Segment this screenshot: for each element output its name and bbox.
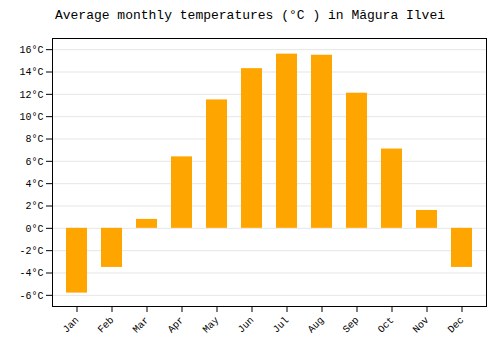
svg-text:Apr: Apr <box>166 315 187 336</box>
svg-text:10°C: 10°C <box>19 112 43 123</box>
svg-text:Aug: Aug <box>306 315 327 336</box>
svg-text:Jul: Jul <box>271 315 292 336</box>
svg-text:Dec: Dec <box>446 315 467 336</box>
svg-text:8°C: 8°C <box>25 134 43 145</box>
svg-text:May: May <box>201 315 222 336</box>
svg-text:Nov: Nov <box>411 315 432 336</box>
svg-text:Jun: Jun <box>236 315 257 336</box>
svg-text:12°C: 12°C <box>19 90 43 101</box>
svg-text:16°C: 16°C <box>19 45 43 56</box>
svg-text:Sep: Sep <box>341 315 362 336</box>
svg-text:4°C: 4°C <box>25 179 43 190</box>
svg-text:-4°C: -4°C <box>19 268 43 279</box>
svg-text:Oct: Oct <box>376 315 397 336</box>
svg-text:Feb: Feb <box>96 315 117 336</box>
svg-text:2°C: 2°C <box>25 201 43 212</box>
svg-text:0°C: 0°C <box>25 224 43 235</box>
svg-text:-2°C: -2°C <box>19 246 43 257</box>
svg-text:14°C: 14°C <box>19 67 43 78</box>
svg-text:Jan: Jan <box>61 315 82 336</box>
svg-text:6°C: 6°C <box>25 157 43 168</box>
svg-text:-6°C: -6°C <box>19 291 43 302</box>
html-text:Average monthly temperatures (: Average monthly temperatures (°C ) in Mă… <box>55 8 445 23</box>
svg-text:Mar: Mar <box>131 315 152 336</box>
